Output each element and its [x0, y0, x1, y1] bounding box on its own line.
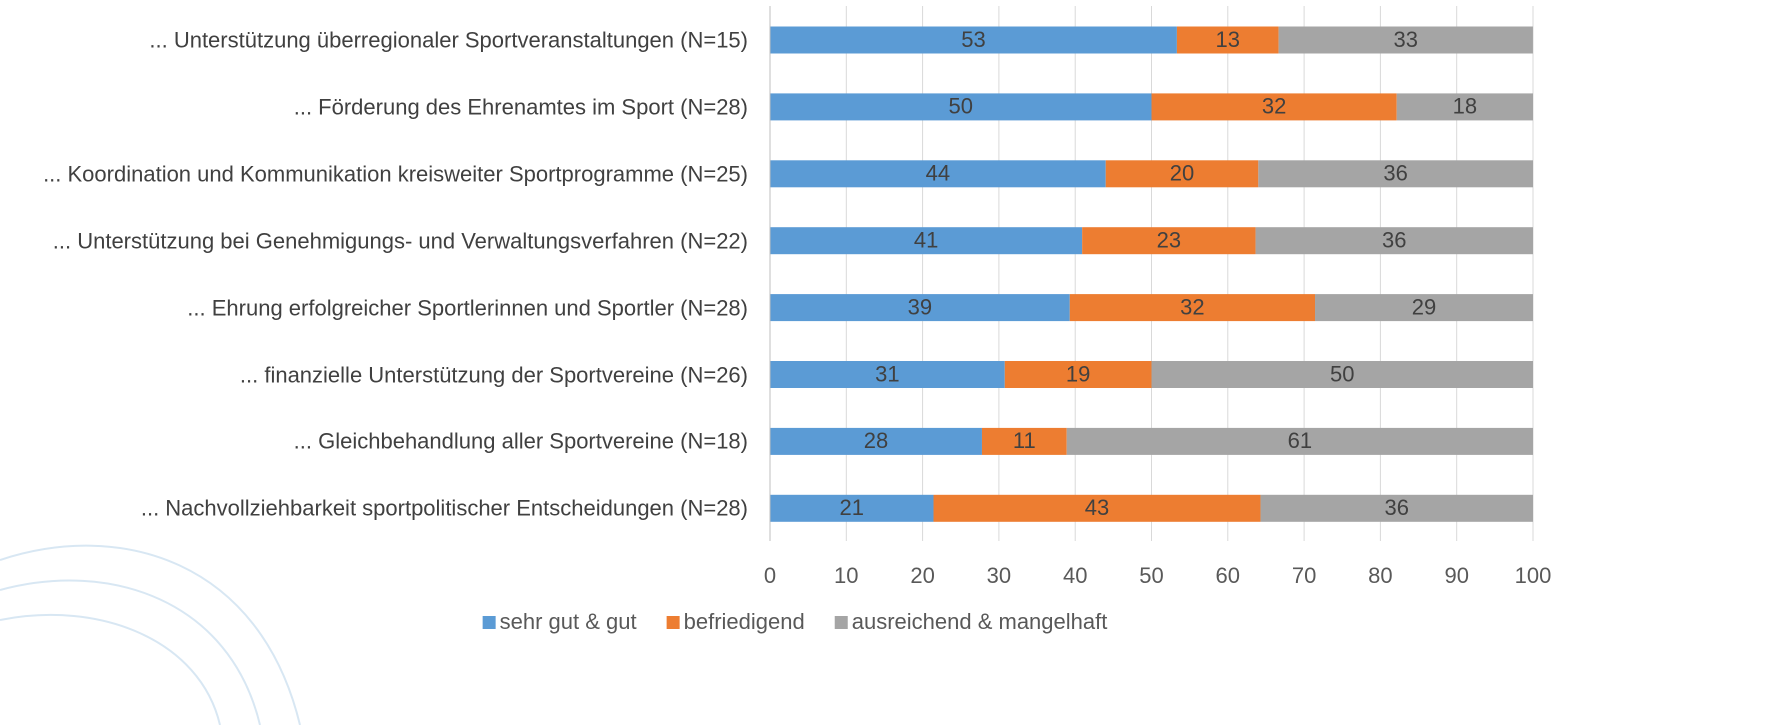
y-tick-label: ... Koordination und Kommunikation kreis…	[0, 159, 748, 188]
y-tick-label: ... finanzielle Unterstützung der Sportv…	[0, 360, 748, 389]
data-label: 36	[1382, 228, 1406, 253]
data-label: 21	[840, 495, 864, 520]
legend-swatch	[835, 616, 848, 629]
data-label: 36	[1385, 495, 1409, 520]
x-tick-label: 100	[1515, 563, 1552, 588]
y-tick-label: ... Unterstützung überregionaler Sportve…	[0, 26, 748, 55]
y-tick-label: ... Ehrung erfolgreicher Sportlerinnen u…	[0, 293, 748, 322]
chart: 0 10 20 30 40 50 60 70 80 90 100 53 13 33 50 32 18 44 20 36…	[0, 0, 1787, 725]
data-label: 23	[1157, 228, 1181, 253]
data-label: 19	[1066, 361, 1090, 386]
data-label: 32	[1180, 294, 1204, 319]
data-label: 33	[1394, 27, 1418, 52]
legend-label: ausreichend & mangelhaft	[852, 609, 1108, 634]
x-tick-label: 90	[1444, 563, 1468, 588]
data-label: 11	[1013, 428, 1036, 453]
x-tick-label: 50	[1139, 563, 1163, 588]
x-tick-label: 40	[1063, 563, 1087, 588]
decoration	[0, 546, 300, 725]
data-label: 31	[875, 361, 899, 386]
x-tick-label: 70	[1292, 563, 1316, 588]
data-label: 18	[1453, 94, 1477, 119]
data-label: 43	[1085, 495, 1109, 520]
x-tick-label: 60	[1216, 563, 1240, 588]
x-tick-label: 0	[764, 563, 776, 588]
data-label: 50	[1330, 361, 1354, 386]
y-tick-label: ... Gleichbehandlung aller Sportvereine …	[0, 427, 748, 456]
data-label: 28	[864, 428, 888, 453]
legend-label: sehr gut & gut	[500, 609, 637, 634]
data-label: 53	[961, 27, 985, 52]
x-tick-label: 80	[1368, 563, 1392, 588]
legend-label: befriedigend	[684, 609, 805, 634]
y-tick-label: ... Förderung des Ehrenamtes im Sport (N…	[0, 92, 748, 121]
data-label: 36	[1383, 161, 1407, 186]
data-label: 61	[1288, 428, 1312, 453]
data-label: 13	[1216, 27, 1240, 52]
y-tick-label: ... Unterstützung bei Genehmigungs- und …	[0, 226, 748, 255]
data-label: 44	[926, 161, 950, 186]
data-label: 20	[1170, 161, 1194, 186]
x-tick-label: 30	[987, 563, 1011, 588]
x-tick-label: 10	[834, 563, 858, 588]
legend-swatch	[483, 616, 496, 629]
data-label: 41	[914, 228, 938, 253]
data-label: 50	[949, 94, 973, 119]
x-tick-label: 20	[910, 563, 934, 588]
y-tick-label: ... Nachvollziehbarkeit sportpolitischer…	[0, 494, 748, 523]
data-label: 39	[908, 294, 932, 319]
data-label: 32	[1262, 94, 1286, 119]
legend-swatch	[667, 616, 680, 629]
data-label: 29	[1412, 294, 1436, 319]
